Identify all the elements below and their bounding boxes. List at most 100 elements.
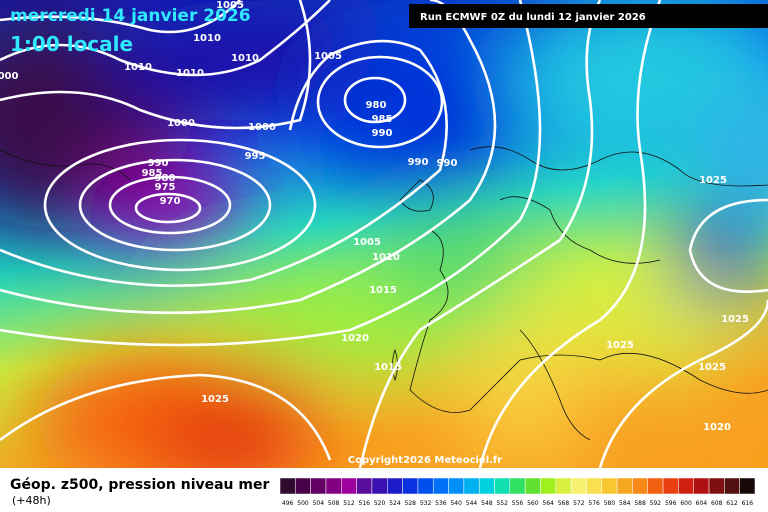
isobar-label: 1005 <box>216 0 244 11</box>
scale-label: 556 <box>512 500 524 507</box>
scale-swatch <box>524 477 541 495</box>
isobar-label: 1000 <box>248 122 276 133</box>
scale-swatch <box>448 477 465 495</box>
scale-swatch <box>463 477 480 495</box>
isobar-label: 1010 <box>372 252 400 263</box>
scale-swatch <box>279 477 296 495</box>
scale-label: 548 <box>481 500 493 507</box>
lead-time: (+48h) <box>12 494 51 507</box>
coastlines <box>0 146 768 441</box>
scale-label: 572 <box>573 500 585 507</box>
scale-swatch <box>478 477 495 495</box>
scale-swatch <box>616 477 633 495</box>
isobar-label: 1025 <box>606 340 634 351</box>
scale-label: 612 <box>726 500 738 507</box>
isobar-label: 990 <box>437 158 458 169</box>
isobars <box>0 0 768 468</box>
scale-swatch <box>708 477 725 495</box>
scale-label: 528 <box>405 500 417 507</box>
scale-swatch <box>724 477 740 495</box>
isobar-label: 1025 <box>698 362 726 373</box>
scale-label: 516 <box>359 500 371 507</box>
isobar-label: 000 <box>0 71 18 82</box>
scale-swatch <box>295 477 311 495</box>
isobar-label: 995 <box>245 151 266 162</box>
local-time: 1:00 locale <box>10 32 133 56</box>
scale-swatch <box>494 477 511 495</box>
scale-label: 608 <box>711 500 723 507</box>
scale-swatch <box>371 477 388 495</box>
scale-label: 544 <box>466 500 478 507</box>
isobar-label: 1015 <box>369 285 397 296</box>
isobar-label: 975 <box>155 182 176 193</box>
scale-label: 512 <box>343 500 355 507</box>
scale-swatch <box>739 477 756 495</box>
scale-label: 592 <box>650 500 662 507</box>
scale-swatch <box>647 477 664 495</box>
isobar-label: 1010 <box>231 53 259 64</box>
footer-title: Géop. z500, pression niveau mer <box>10 477 269 493</box>
isobar-label: 1015 <box>374 362 402 373</box>
scale-label: 584 <box>619 500 631 507</box>
isobar-label: 1005 <box>353 237 381 248</box>
isobar-label: 1020 <box>703 422 731 433</box>
scale-label: 604 <box>696 500 708 507</box>
scale-label: 532 <box>420 500 432 507</box>
color-scale: 496 500 504 508 512 516 520 524 528 532 536 540 544 5… <box>279 477 756 507</box>
scale-label: 520 <box>374 500 386 507</box>
scale-label: 580 <box>604 500 616 507</box>
scale-label: 616 <box>742 500 754 507</box>
scale-label: 536 <box>435 500 447 507</box>
scale-swatch <box>662 477 679 495</box>
isobar-label: 970 <box>160 196 181 207</box>
scale-label: 504 <box>313 500 325 507</box>
scale-label: 564 <box>542 500 554 507</box>
scale-swatch <box>310 477 327 495</box>
run-info: Run ECMWF 0Z du lundi 12 janvier 2026 <box>420 12 646 23</box>
isobar-label: 990 <box>148 158 169 169</box>
scale-label: 500 <box>297 500 309 507</box>
scale-label: 588 <box>634 500 646 507</box>
date: mercredi 14 janvier 2026 <box>10 6 251 26</box>
scale-swatch <box>555 477 572 495</box>
isobar-label: 1025 <box>721 314 749 325</box>
isobar-label: 985 <box>142 168 163 179</box>
scale-label: 496 <box>282 500 294 507</box>
scale-swatch <box>356 477 373 495</box>
scale-swatch <box>693 477 710 495</box>
isobar-label: 1010 <box>193 33 221 44</box>
scale-swatch <box>417 477 434 495</box>
scale-swatch <box>570 477 587 495</box>
scale-label: 596 <box>665 500 677 507</box>
scale-swatch <box>586 477 603 495</box>
scale-label: 576 <box>588 500 600 507</box>
scale-swatch <box>341 477 357 495</box>
isobar-label: 990 <box>408 157 429 168</box>
scale-swatch <box>509 477 526 495</box>
scale-label: 540 <box>450 500 462 507</box>
scale-label: 560 <box>527 500 539 507</box>
scale-label: 508 <box>328 500 340 507</box>
isobar-label: 1010 <box>124 62 152 73</box>
isobar-label: 985 <box>372 114 393 125</box>
isobar-label: 1025 <box>699 175 727 186</box>
scale-swatch <box>678 477 694 495</box>
copyright: Copyright2026 Meteociel.fr <box>348 455 502 466</box>
scale-label: 524 <box>389 500 401 507</box>
scale-swatch <box>601 477 618 495</box>
isobar-label: 990 <box>372 128 393 139</box>
isobar-label: 980 <box>155 173 176 184</box>
isobar-label: 1000 <box>167 118 195 129</box>
isobar-label: 1025 <box>201 394 229 405</box>
scale-swatch <box>387 477 403 495</box>
scale-label: 552 <box>496 500 508 507</box>
scale-label: 568 <box>558 500 570 507</box>
scale-label: 600 <box>680 500 692 507</box>
run-box <box>409 4 768 28</box>
isobar-label: 1020 <box>341 333 369 344</box>
scale-swatch <box>540 477 557 495</box>
